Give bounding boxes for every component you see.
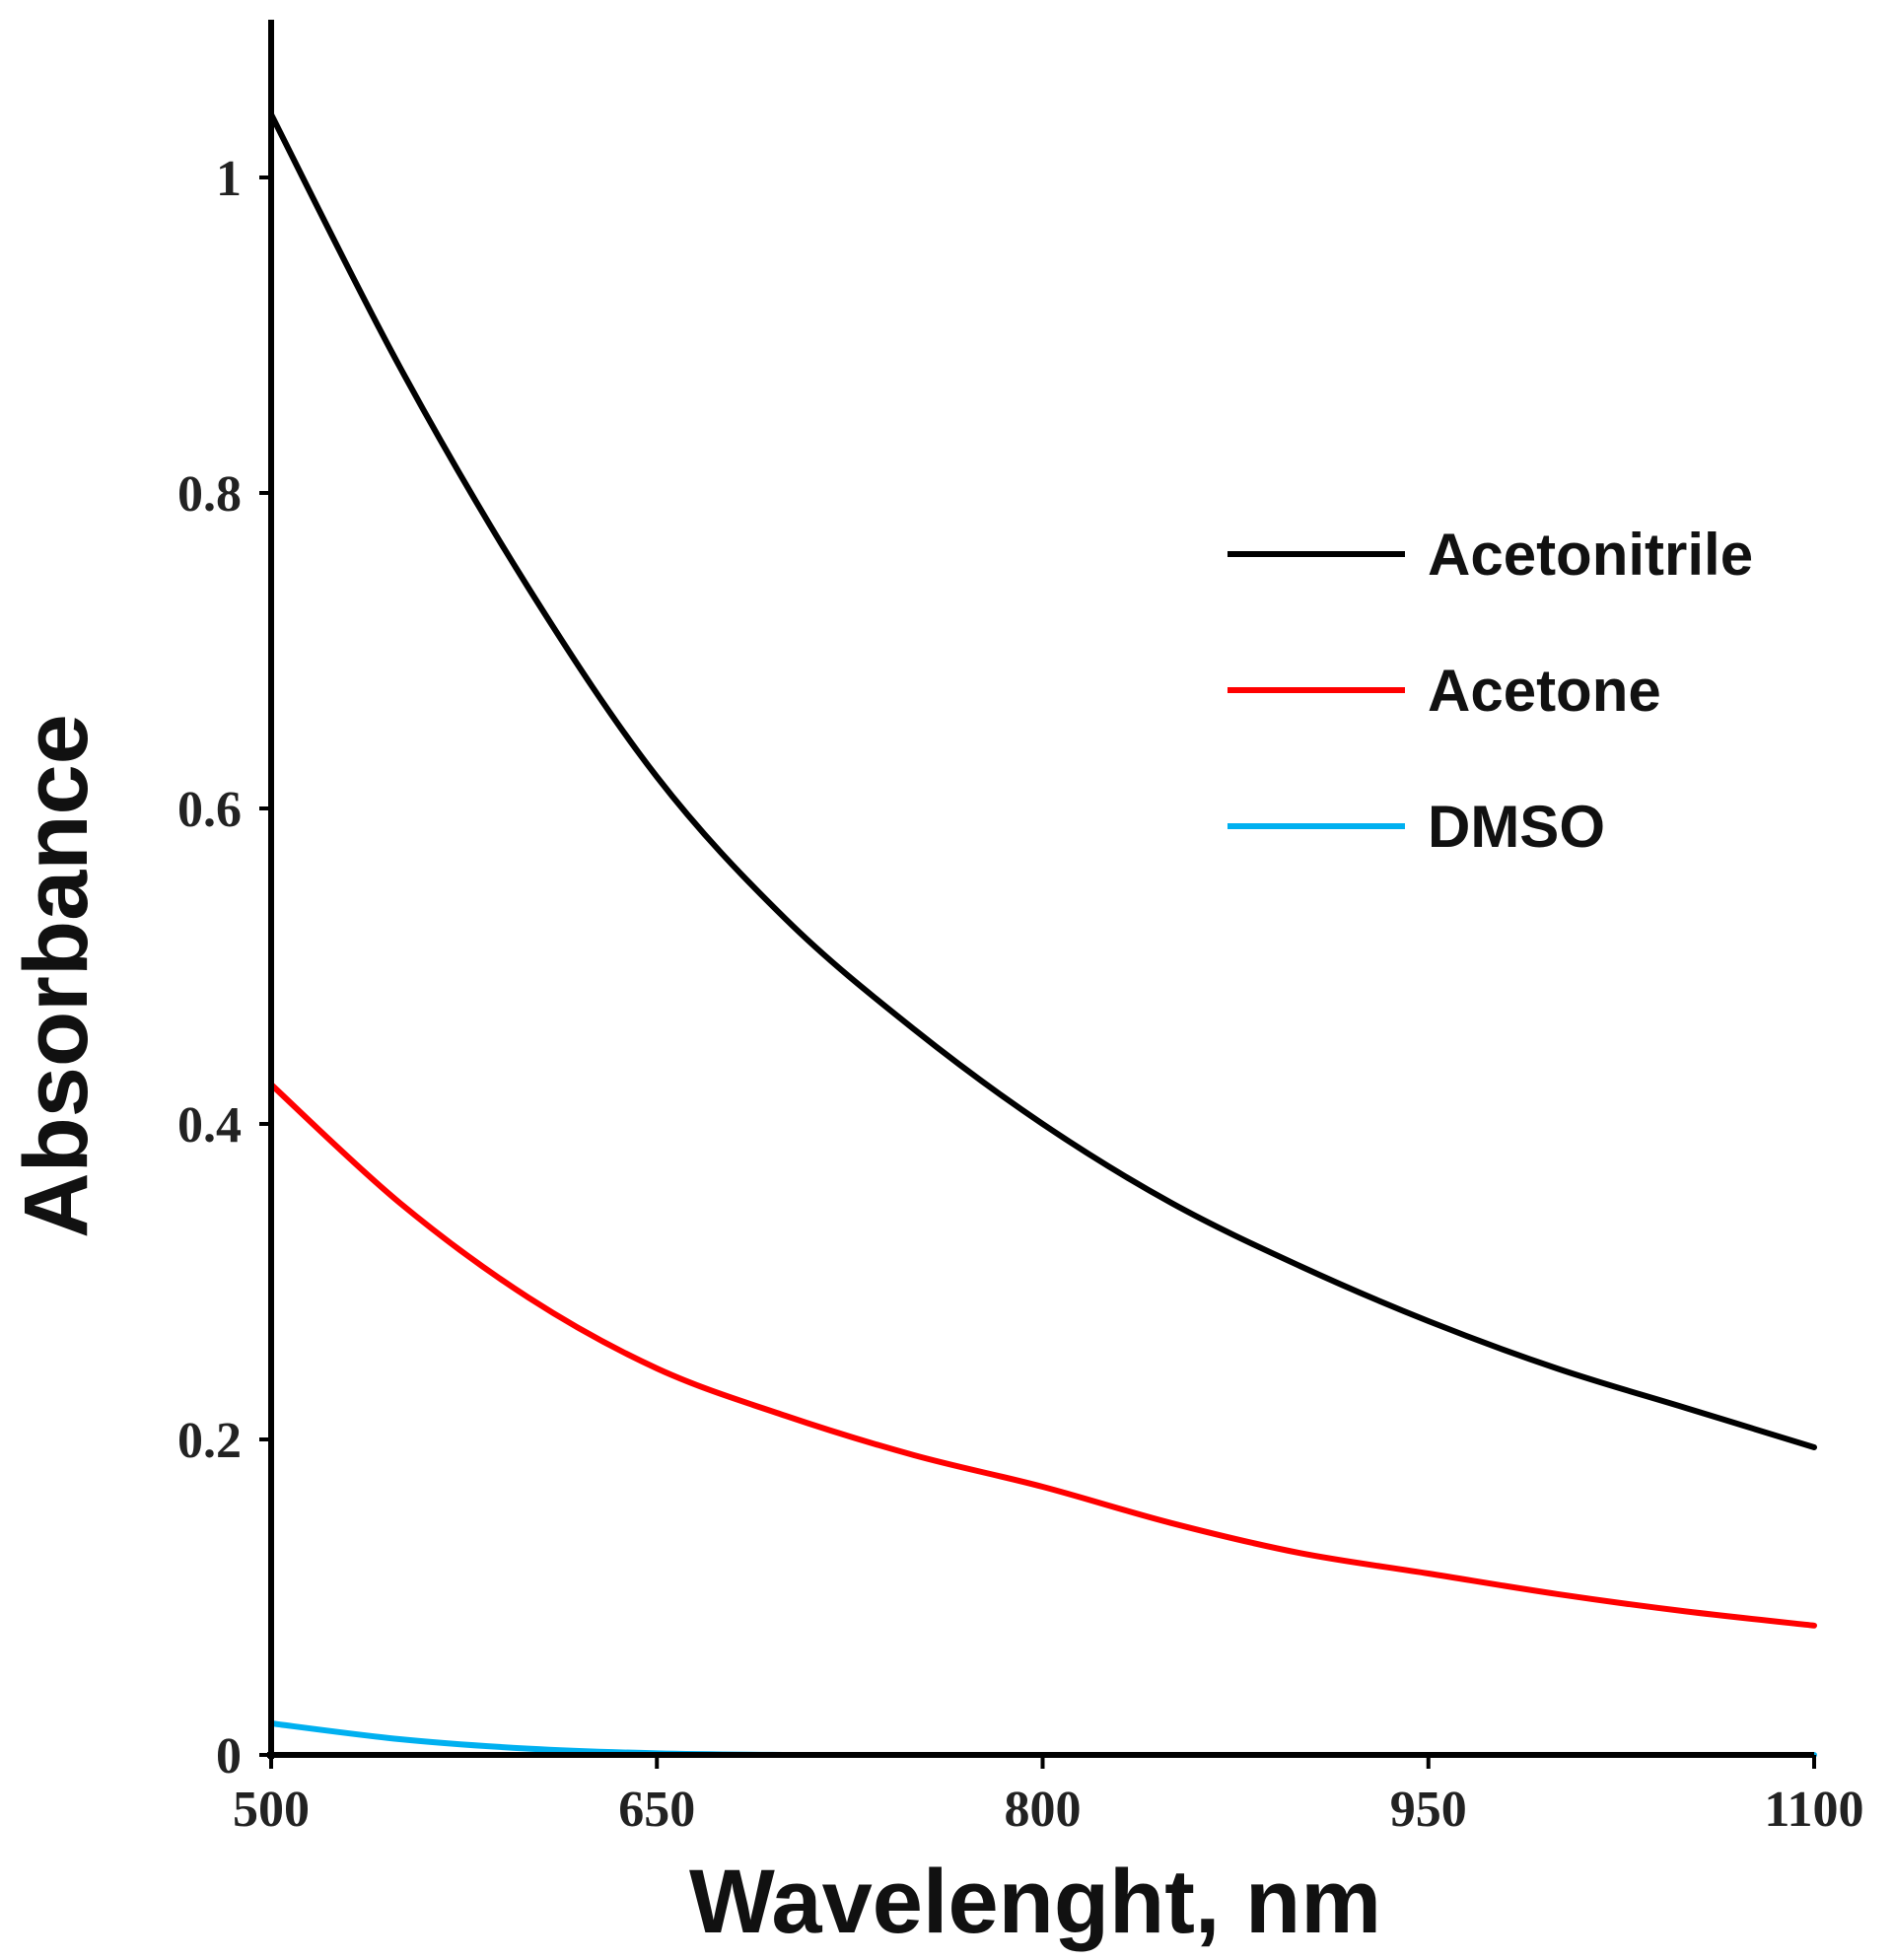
x-tick-label: 1100 [1764, 1782, 1863, 1838]
y-tick-label: 0.8 [177, 466, 242, 523]
legend-label-acetone: Acetone [1428, 658, 1661, 724]
legend-label-acetonitrile: Acetonitrile [1428, 522, 1753, 588]
y-tick-label: 0.6 [177, 782, 242, 838]
plot-lines [268, 111, 1817, 1759]
x-tick-label: 650 [618, 1782, 695, 1838]
y-tick-label: 1 [216, 151, 242, 207]
legend: Acetonitrile Acetone DMSO [1228, 522, 1753, 860]
series-line-acetone [268, 1082, 1817, 1629]
x-axis-title: Wavelenght, nm [689, 1852, 1381, 1952]
axes [267, 20, 1814, 1759]
series-line-acetonitrile [268, 111, 1817, 1450]
ticks: 0 0.2 0.4 0.6 0.8 1 500 650 800 950 1100 [177, 151, 1864, 1838]
y-tick-label: 0.4 [177, 1097, 242, 1154]
series-line-dmso [268, 1720, 1817, 1759]
y-tick-label: 0 [216, 1728, 242, 1785]
x-tick-label: 800 [1005, 1782, 1082, 1838]
x-tick-label: 500 [233, 1782, 310, 1838]
y-tick-label: 0.2 [177, 1413, 242, 1469]
x-tick-label: 950 [1390, 1782, 1467, 1838]
legend-label-dmso: DMSO [1428, 794, 1605, 860]
y-axis-title: Absorbance [6, 714, 106, 1238]
